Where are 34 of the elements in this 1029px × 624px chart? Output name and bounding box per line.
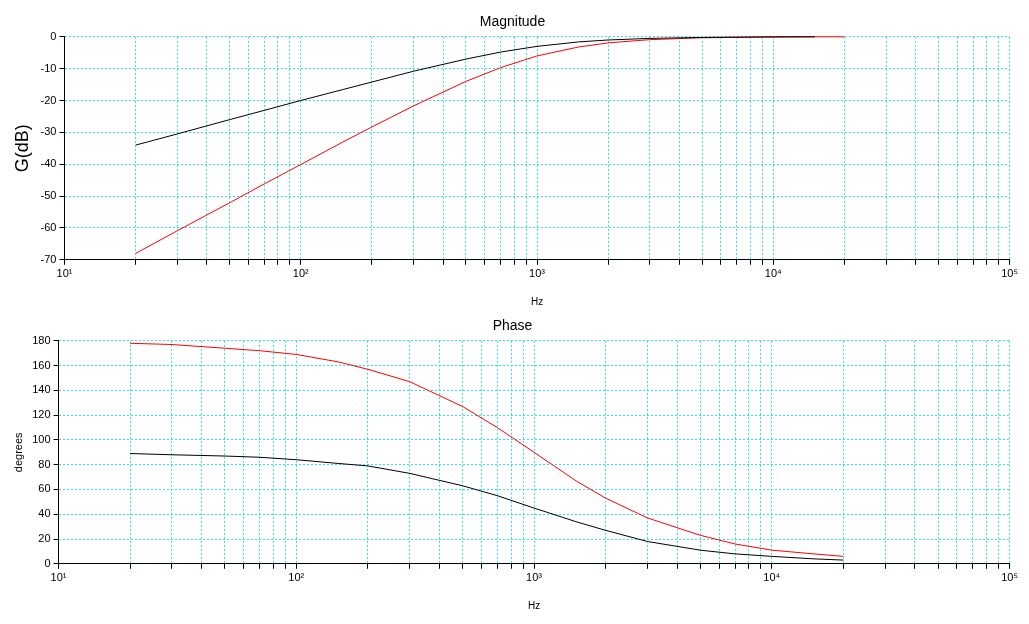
y-tick-label: 180 [32, 333, 51, 346]
x-axis-title: Hz [530, 295, 544, 307]
x-tick-label: 10³ [526, 571, 543, 584]
y-tick-label: -30 [40, 125, 57, 138]
y-tick-label: 80 [38, 457, 51, 470]
x-tick-label: 10³ [529, 267, 546, 280]
y-tick-label: 120 [32, 408, 51, 421]
y-tick-label: -60 [40, 220, 57, 233]
x-tick-label: 10⁴ [763, 571, 781, 584]
y-tick-label: 0 [44, 556, 51, 569]
chart-title: Phase [492, 317, 533, 334]
x-tick-label: 10¹ [56, 267, 73, 280]
x-tick-label: 10² [288, 571, 305, 584]
y-tick-label: -20 [40, 93, 57, 106]
y-tick-label: 40 [38, 507, 51, 520]
y-tick-label: 100 [32, 432, 51, 445]
y-tick-label: 160 [32, 358, 51, 371]
x-tick-label: 10² [292, 267, 310, 280]
y-axis-title: degrees [11, 431, 24, 473]
chart-title: Magnitude [479, 13, 546, 30]
y-tick-label: 20 [38, 532, 51, 545]
y-tick-label: -70 [40, 252, 57, 265]
y-tick-label: 60 [38, 482, 51, 495]
x-tick-label: 10⁴ [764, 267, 783, 280]
y-tick-label: -50 [40, 189, 57, 202]
y-axis-title: G(dB) [11, 124, 32, 173]
x-axis-title: Hz [527, 599, 541, 611]
x-tick-label: 10⁵ [1001, 267, 1018, 280]
y-tick-label: -40 [40, 157, 57, 170]
y-tick-label: 140 [32, 383, 51, 396]
y-tick-label: -10 [40, 61, 57, 74]
y-tick-label: 0 [50, 29, 57, 42]
x-tick-label: 10⁵ [1001, 571, 1018, 584]
x-tick-label: 10¹ [50, 571, 67, 584]
